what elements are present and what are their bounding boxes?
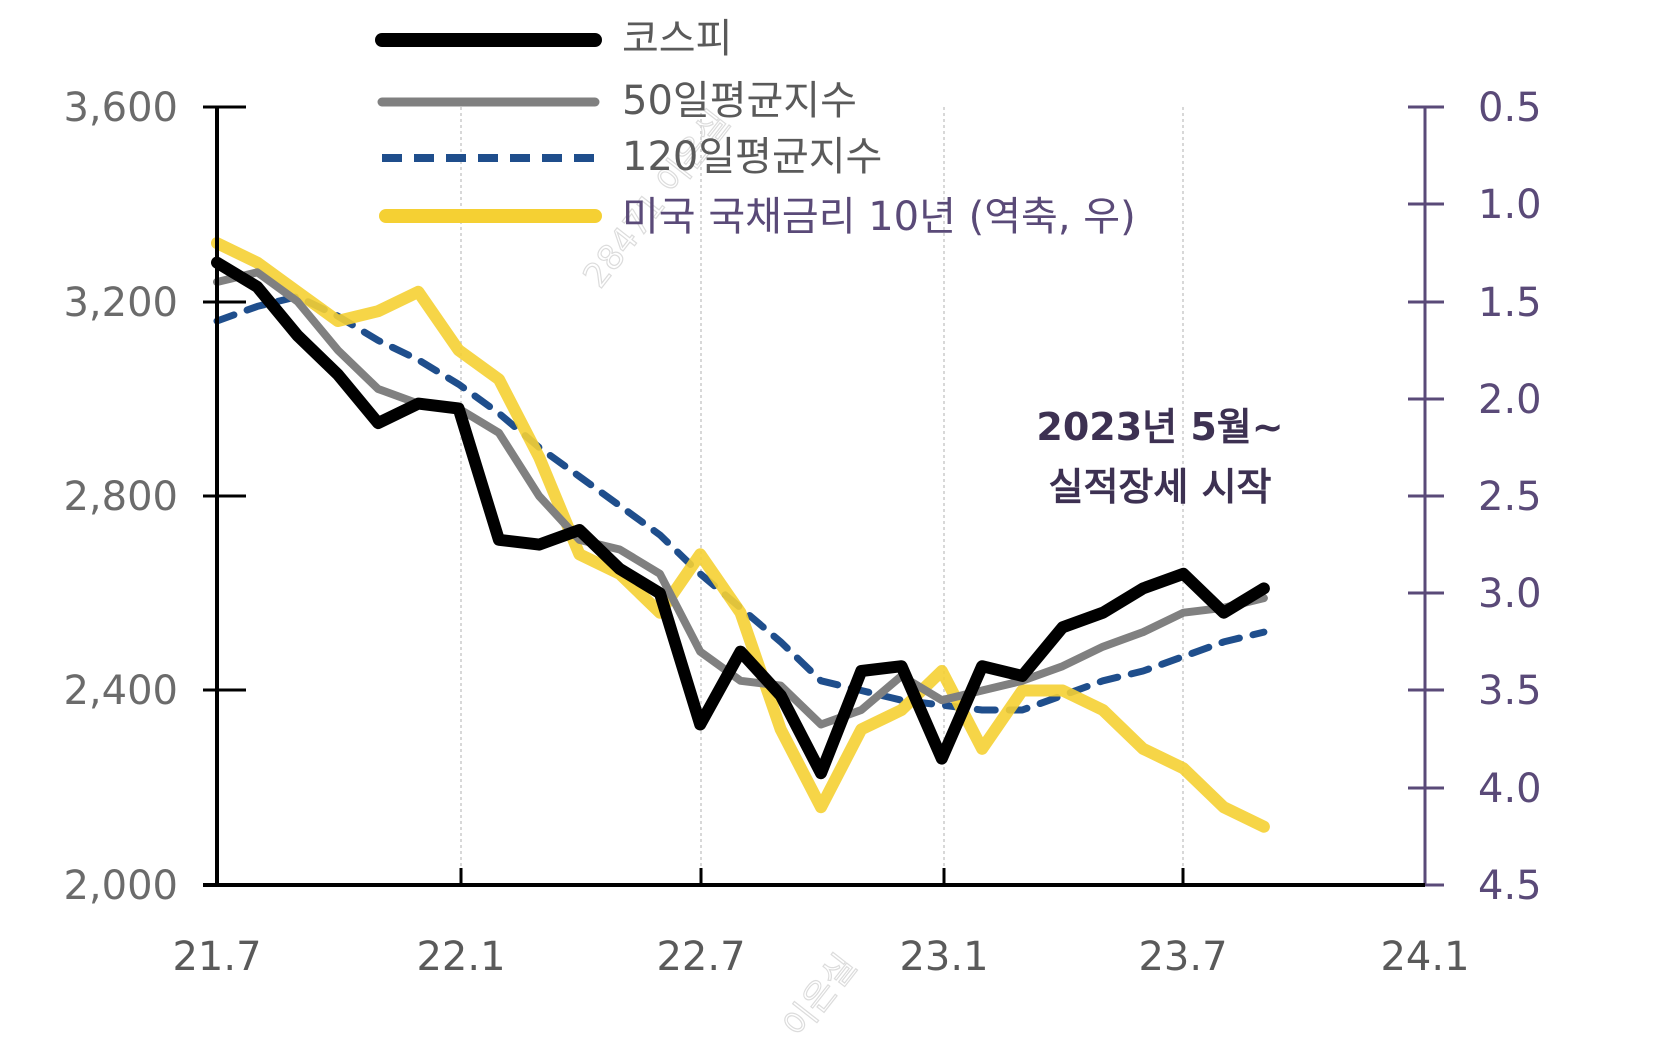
series-layer: [211, 237, 1270, 833]
right-tick-label: 2.5: [1478, 474, 1542, 520]
legend-item-us-treasury-10y: 미국 국채금리 10년 (역축, 우): [379, 194, 1136, 240]
right-tick-label: 4.5: [1478, 863, 1542, 909]
annotation-line-2: 실적장세 시작: [1049, 465, 1272, 509]
series-line-0: [211, 256, 1270, 780]
x-tick-label: 23.1: [899, 934, 988, 980]
right-tick-label: 1.5: [1478, 280, 1542, 326]
right-tick-label: 4.0: [1478, 766, 1542, 812]
left-tick-label: 3,600: [63, 85, 178, 131]
left-tick-label: 2,800: [63, 474, 178, 520]
svg-text:120일평균지수: 120일평균지수: [622, 134, 882, 180]
right-tick-label: 1.0: [1478, 182, 1542, 228]
annotation-line-1: 2023년 5월~: [1036, 405, 1283, 449]
right-tick-label: 2.0: [1478, 377, 1542, 423]
legend-item-120day-ma: 120일평균지수: [382, 134, 882, 180]
annotation: 2023년 5월~ 실적장세 시작: [1036, 405, 1283, 509]
right-tick-label: 3.5: [1478, 668, 1542, 714]
svg-text:코스피: 코스피: [622, 16, 732, 62]
x-tick-label: 21.7: [172, 934, 261, 980]
x-tick-label: 22.7: [656, 934, 745, 980]
legend: 코스피 50일평균지수 120일평균지수 미국 국채금리 10년 (역축, 우): [375, 16, 1136, 240]
series-line-3: [211, 237, 1270, 833]
left-tick-label: 2,000: [63, 863, 178, 909]
right-y-axis: 0.5 1.0 1.5 2.0 2.5 3.0 3.5 4.0 4.5: [1408, 85, 1542, 909]
x-tick-label: 23.7: [1138, 934, 1227, 980]
right-tick-label: 3.0: [1478, 571, 1542, 617]
x-axis: 21.7 22.1 22.7 23.1 23.7 24.1: [172, 868, 1470, 980]
right-tick-label: 0.5: [1478, 85, 1542, 131]
legend-item-50day-ma: 50일평균지수: [377, 78, 857, 124]
svg-text:미국 국채금리 10년 (역축, 우): 미국 국채금리 10년 (역축, 우): [622, 194, 1136, 240]
legend-item-kospi: 코스피: [375, 16, 732, 62]
x-tick-label: 22.1: [416, 934, 505, 980]
svg-text:50일평균지수: 50일평균지수: [622, 78, 857, 124]
left-tick-label: 2,400: [63, 668, 178, 714]
left-tick-label: 3,200: [63, 280, 178, 326]
left-y-axis: 3,600 3,200 2,800 2,400 2,000: [63, 85, 246, 909]
svg-text:이은실: 이은실: [776, 947, 865, 1046]
x-tick-label: 24.1: [1380, 934, 1469, 980]
series-line-1: [213, 268, 1268, 729]
